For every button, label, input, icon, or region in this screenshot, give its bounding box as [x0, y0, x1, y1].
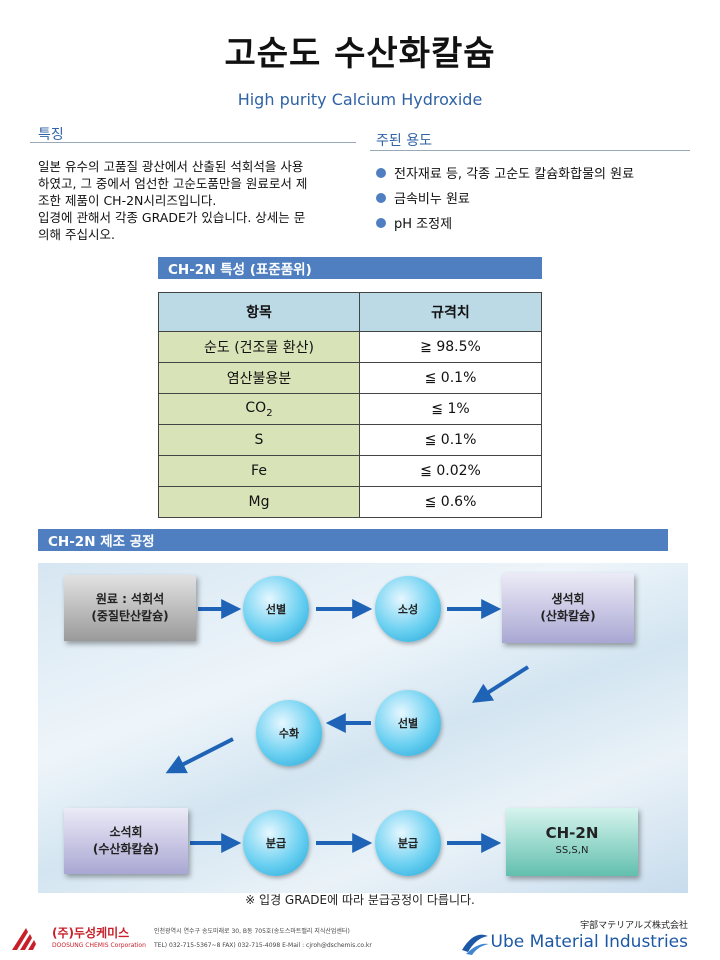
bullet-icon — [376, 167, 386, 178]
doosung-logo-icon — [12, 928, 36, 950]
item-cell: Fe — [158, 455, 360, 487]
table-row: 순도 (건조물 환산) ≧ 98.5% — [158, 331, 542, 363]
bullet-icon — [376, 217, 386, 228]
item-cell: Mg — [158, 486, 360, 518]
company-name-en: DOOSUNG CHEMIS Corporation — [52, 942, 146, 949]
value-cell: ≦ 0.02% — [359, 455, 542, 487]
table-row: 염산불용분 ≦ 0.1% — [158, 362, 542, 394]
process-note: ※ 입경 GRADE에 따라 분급공정이 다릅니다. — [245, 893, 475, 907]
step-select-2: 선별 — [375, 690, 441, 756]
value-cell: ≦ 1% — [359, 393, 542, 425]
list-item: pH 조정제 — [376, 210, 696, 235]
table-row: Mg ≦ 0.6% — [158, 486, 542, 518]
arrow-icon — [165, 737, 234, 774]
table-row: S ≦ 0.1% — [158, 424, 542, 456]
table-header-row: 항목 규격치 — [158, 292, 542, 332]
value-cell: ≧ 98.5% — [359, 331, 542, 363]
footer-partner: 宇部マテリアルズ株式会社 Ube Material Industries — [456, 918, 696, 958]
step-select-1: 선별 — [243, 576, 309, 642]
spec-heading: CH-2N 특성 (표준품위) — [158, 257, 542, 279]
col-value-header: 규격치 — [359, 292, 542, 332]
value-cell: ≦ 0.1% — [359, 424, 542, 456]
company-name-kr: (주)두성케미스 — [52, 926, 130, 940]
item-cell: 순도 (건조물 환산) — [158, 331, 360, 363]
features-line: 일본 유수의 고품질 광산에서 산출된 석회석을 사용 — [38, 159, 304, 174]
step-calcine: 소성 — [375, 576, 441, 642]
item-cell: S — [158, 424, 360, 456]
value-cell: ≦ 0.1% — [359, 362, 542, 394]
ube-logo-icon — [462, 934, 489, 955]
value-cell: ≦ 0.6% — [359, 486, 542, 518]
partner-name-jp: 宇部マテリアルズ株式会社 — [580, 921, 688, 931]
item-cell: CO2 — [158, 393, 360, 425]
features-line: 조한 제품이 CH-2N시리즈입니다. — [38, 193, 217, 208]
footer-company: (주)두성케미스 DOOSUNG CHEMIS Corporation 인천광역… — [8, 922, 428, 956]
uses-divider — [370, 150, 690, 151]
features-line: 하였고, 그 중에서 엄선한 고순도품만을 원료로서 제 — [38, 176, 308, 191]
col-item-header: 항목 — [158, 292, 360, 332]
process-arrows — [165, 599, 530, 853]
item-cell: 염산불용분 — [158, 362, 360, 394]
bullet-icon — [376, 192, 386, 203]
list-item: 금속비누 원료 — [376, 185, 696, 210]
spec-table: 항목 규격치 순도 (건조물 환산) ≧ 98.5% 염산불용분 ≦ 0.1% … — [158, 292, 542, 518]
features-text: 일본 유수의 고품질 광산에서 산출된 석회석을 사용 하였고, 그 중에서 엄… — [38, 158, 360, 243]
partner-name-en: Ube Material Industries — [490, 932, 688, 952]
company-contact: TEL) 032-715-5367~8 FAX) 032-715-4098 E-… — [154, 942, 372, 949]
features-divider — [30, 142, 356, 143]
features-heading: 특징 — [38, 127, 64, 143]
features-line: 입경에 관해서 각종 GRADE가 있습니다. 상세는 문 — [38, 210, 306, 225]
step-classify-1: 분급 — [243, 810, 309, 876]
uses-heading: 주된 용도 — [376, 133, 432, 149]
arrow-icon — [471, 665, 530, 703]
product-box: CH-2N SS,S,N — [506, 808, 638, 876]
raw-material-box: 원료 : 석회석 (중질탄산칼슘) — [64, 575, 196, 641]
slaked-lime-box: 소석회 (수산화칼슘) — [64, 808, 188, 874]
company-address: 인천광역시 연수구 송도미래로 30, B동 705호(송도스마트밸리 지식산업… — [154, 928, 350, 935]
uses-list: 전자재료 등, 각종 고순도 칼슘화합물의 원료 금속비누 원료 pH 조정제 — [376, 160, 696, 235]
step-hydrate: 수화 — [256, 700, 322, 766]
page-subtitle: High purity Calcium Hydroxide — [237, 90, 483, 109]
process-heading: CH-2N 제조 공정 — [38, 529, 668, 551]
list-item: 전자재료 등, 각종 고순도 칼슘화합물의 원료 — [376, 160, 696, 185]
step-classify-2: 분급 — [375, 810, 441, 876]
table-row: CO2 ≦ 1% — [158, 393, 542, 425]
quicklime-box: 생석회 (산화칼슘) — [502, 573, 634, 643]
features-line: 의해 주십시오. — [38, 227, 115, 242]
process-diagram: 원료 : 석회석 (중질탄산칼슘) 선별 소성 생석회 (산화칼슘) 선별 수화… — [38, 563, 688, 893]
page-title: 고순도 수산화칼슘 — [224, 34, 496, 74]
table-row: Fe ≦ 0.02% — [158, 455, 542, 487]
